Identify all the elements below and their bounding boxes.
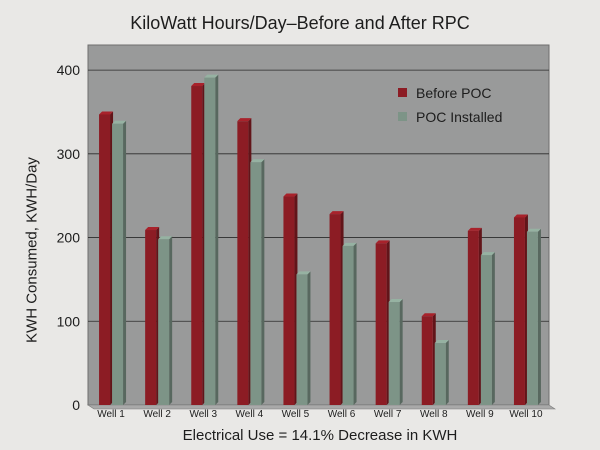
bar-top-before-poc (329, 211, 344, 215)
bar-side-poc-installed (491, 252, 495, 405)
y-tick-label: 300 (57, 146, 81, 162)
bar-poc-installed (434, 343, 446, 405)
x-tick-label: Well 2 (143, 409, 171, 420)
bar-poc-installed (204, 77, 216, 406)
bar-top-poc-installed (526, 228, 541, 232)
bar-top-poc-installed (250, 159, 265, 163)
bar-top-before-poc (191, 83, 206, 87)
bar-top-before-poc (237, 118, 252, 122)
bar-before-poc (145, 230, 157, 405)
bar-side-poc-installed (537, 228, 541, 405)
bar-top-before-poc (145, 227, 160, 231)
bar-poc-installed (526, 231, 538, 405)
bar-top-poc-installed (204, 74, 219, 78)
bar-top-poc-installed (434, 340, 449, 344)
bar-side-poc-installed (215, 74, 219, 406)
bar-top-poc-installed (342, 242, 357, 246)
bar-top-poc-installed (388, 299, 403, 303)
bar-before-poc (99, 114, 111, 405)
x-tick-label: Well 4 (236, 409, 264, 420)
bar-before-poc (513, 217, 525, 405)
y-tick-label: 0 (72, 397, 80, 413)
bar-before-poc (283, 196, 295, 405)
bar-top-poc-installed (112, 120, 127, 124)
y-tick-label: 100 (57, 313, 81, 329)
bar-before-poc (237, 121, 249, 406)
bar-poc-installed (250, 162, 262, 405)
chart-title: KiloWatt Hours/Day–Before and After RPC (130, 13, 470, 33)
bar-side-poc-installed (261, 159, 265, 405)
bar-top-before-poc (283, 193, 298, 197)
x-tick-label: Well 10 (509, 409, 543, 420)
legend-label-0: Before POC (416, 85, 491, 101)
bar-before-poc (191, 86, 203, 405)
legend-swatch-0 (398, 88, 407, 97)
bar-side-poc-installed (169, 236, 173, 405)
legend-swatch-1 (398, 112, 407, 121)
bar-top-poc-installed (480, 252, 495, 256)
x-tick-label: Well 1 (97, 409, 125, 420)
bar-side-poc-installed (307, 271, 311, 405)
legend-label-1: POC Installed (416, 109, 502, 125)
bar-before-poc (421, 316, 433, 405)
x-tick-label: Well 6 (328, 409, 356, 420)
bar-top-poc-installed (158, 236, 173, 240)
bar-poc-installed (158, 239, 170, 405)
bar-side-poc-installed (123, 120, 127, 405)
x-axis-label: Electrical Use = 14.1% Decrease in KWH (182, 427, 458, 444)
x-tick-label: Well 8 (420, 409, 448, 420)
x-tick-label: Well 3 (189, 409, 217, 420)
y-tick-label: 400 (57, 62, 81, 78)
x-tick-label: Well 5 (282, 409, 310, 420)
bar-before-poc (467, 230, 479, 405)
bar-side-poc-installed (353, 242, 357, 405)
bar-top-poc-installed (296, 271, 311, 275)
bar-top-before-poc (375, 240, 390, 244)
bar-top-before-poc (467, 227, 482, 231)
bar-side-poc-installed (399, 299, 403, 405)
x-tick-label: Well 9 (466, 409, 494, 420)
bar-poc-installed (388, 302, 400, 405)
bar-poc-installed (480, 255, 492, 405)
bar-top-before-poc (513, 214, 528, 218)
bar-poc-installed (112, 123, 124, 405)
bar-before-poc (329, 214, 341, 405)
bar-poc-installed (296, 274, 308, 405)
x-tick-label: Well 7 (374, 409, 402, 420)
bar-top-before-poc (421, 313, 436, 317)
bar-poc-installed (342, 245, 354, 405)
bar-side-poc-installed (445, 340, 449, 405)
y-tick-label: 200 (57, 230, 81, 246)
bar-before-poc (375, 243, 387, 405)
bar-top-before-poc (99, 111, 114, 115)
